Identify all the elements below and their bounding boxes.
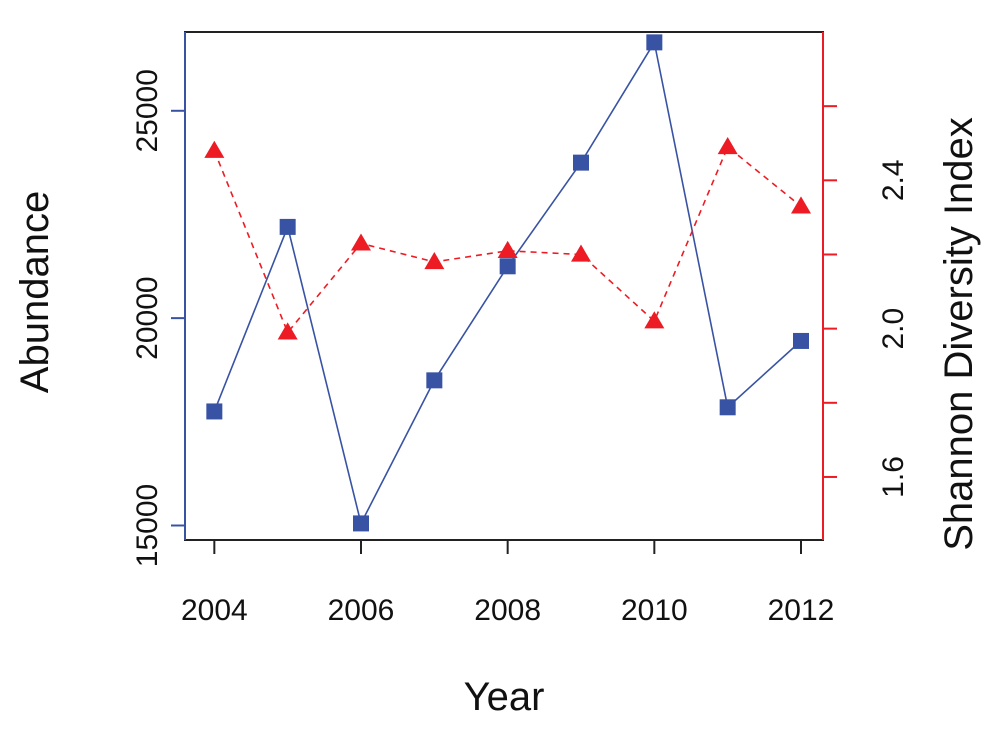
x-axis-title: Year (464, 675, 545, 719)
diversity-point (571, 244, 591, 262)
x-axis-tick-label: 2012 (768, 594, 835, 627)
abundance-point (719, 399, 736, 416)
right-axis-tick-label: 2.0 (877, 308, 910, 350)
diversity-point (277, 322, 298, 340)
diversity-point (351, 233, 371, 251)
left-axis-tick-label: 15000 (131, 484, 164, 567)
abundance-point (279, 218, 296, 235)
right-axis-tick-label: 1.6 (877, 456, 910, 498)
abundance-point (499, 258, 516, 275)
right-axis-tick-label: 2.4 (877, 159, 910, 201)
right-y-axis: 1.6 2.0 2.4 (822, 32, 910, 540)
diversity-point (717, 137, 738, 155)
plot-frame (184, 31, 824, 541)
abundance-point (573, 154, 589, 171)
series-layer (204, 34, 811, 532)
diversity-line (213, 145, 802, 334)
diversity-point (644, 311, 665, 329)
abundance-point (646, 34, 663, 51)
x-axis-tick-label: 2008 (474, 594, 541, 627)
abundance-series (206, 34, 809, 532)
x-axis-tick-label: 2004 (181, 594, 248, 627)
diversity-point (424, 251, 445, 270)
diversity-point (497, 240, 518, 258)
left-axis-tick-label: 20000 (131, 276, 164, 359)
abundance-point (353, 515, 369, 532)
x-axis-tick-label: 2010 (621, 594, 688, 627)
diversity-point (791, 196, 811, 214)
diversity-series (204, 137, 811, 340)
abundance-line (213, 40, 802, 526)
diversity-point (204, 140, 225, 158)
abundance-point (206, 403, 223, 420)
x-axis-tick-label: 2006 (328, 594, 395, 627)
right-axis-title: Shannon Diversity Index (937, 117, 981, 551)
left-y-axis: 15000 20000 25000 (131, 32, 186, 567)
abundance-point (426, 372, 443, 389)
x-axis: 2004 2006 2008 2010 2012 (181, 540, 834, 627)
left-axis-title: Abundance (13, 191, 57, 393)
abundance-point (793, 332, 809, 349)
left-axis-tick-label: 25000 (131, 69, 164, 152)
